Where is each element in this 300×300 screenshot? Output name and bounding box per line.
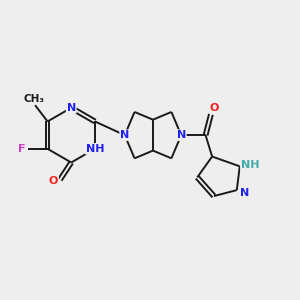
Text: O: O (49, 176, 58, 186)
Text: NH: NH (86, 144, 104, 154)
Text: NH: NH (241, 160, 260, 170)
Text: N: N (120, 130, 129, 140)
Text: F: F (18, 144, 26, 154)
Text: O: O (210, 103, 219, 113)
Text: N: N (241, 188, 250, 198)
Text: N: N (67, 103, 76, 113)
Text: CH₃: CH₃ (23, 94, 44, 103)
Text: N: N (177, 130, 186, 140)
